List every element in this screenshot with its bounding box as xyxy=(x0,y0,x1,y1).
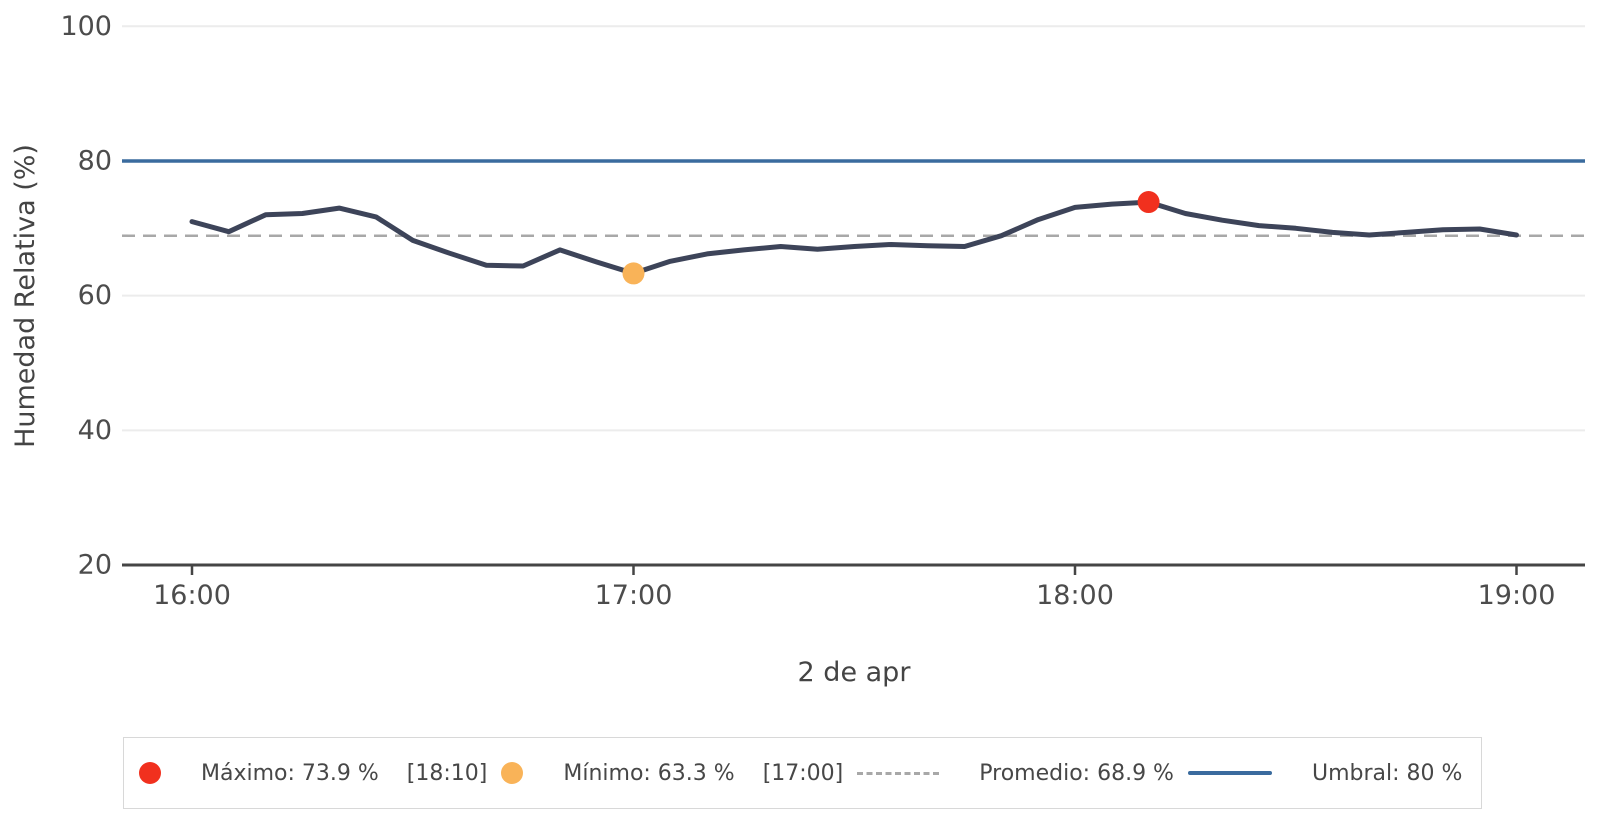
legend-time-bracket-minimo: [17:00] xyxy=(762,760,844,786)
legend-item-minimo[interactable]: Mínimo: 63.3 % [17:00] xyxy=(501,761,843,786)
y-tick-label: 20 xyxy=(78,550,112,581)
promedio-marker-icon xyxy=(857,771,940,775)
legend-label-minimo: Mínimo: 63.3 % xyxy=(563,760,735,786)
legend-label-promedio: Promedio: 68.9 % xyxy=(979,760,1174,786)
legend-label-umbral: Umbral: 80 % xyxy=(1311,760,1463,786)
legend-time-bracket-maximo: [18:10] xyxy=(406,760,488,786)
x-tick-label: 17:00 xyxy=(595,580,673,611)
y-tick-label: 60 xyxy=(78,280,112,311)
legend-item-umbral[interactable]: Umbral: 80 % xyxy=(1187,760,1463,786)
legend-item-maximo[interactable]: Máximo: 73.9 % [18:10] xyxy=(139,761,487,786)
x-axis-title: 2 de apr xyxy=(798,657,912,688)
y-tick-label: 80 xyxy=(78,145,112,176)
x-tick-label: 19:00 xyxy=(1478,580,1556,611)
chart-legend: Máximo: 73.9 % [18:10] Mínimo: 63.3 % [17:0… xyxy=(123,737,1482,809)
max-point-marker xyxy=(1137,191,1160,214)
y-tick-label: 40 xyxy=(78,415,112,446)
x-tick-label: 18:00 xyxy=(1036,580,1114,611)
y-axis-title: Humedad Relativa (%) xyxy=(10,144,41,448)
legend-item-promedio[interactable]: Promedio: 68.9 % xyxy=(857,761,1174,786)
min-point-marker xyxy=(622,262,645,285)
maximo-marker-icon xyxy=(139,762,161,784)
plot-area: 16:00 17:00 18:00 19:00 20 40 60 80 100 Humedad R… xyxy=(10,11,1585,688)
legend-label-maximo: Máximo: 73.9 % xyxy=(201,760,379,786)
minimo-marker-icon xyxy=(501,762,524,784)
umbral-marker-icon xyxy=(1187,770,1272,776)
y-tick-label: 100 xyxy=(60,11,112,42)
x-tick-label: 16:00 xyxy=(153,580,231,611)
humidity-series-line xyxy=(189,199,1519,276)
